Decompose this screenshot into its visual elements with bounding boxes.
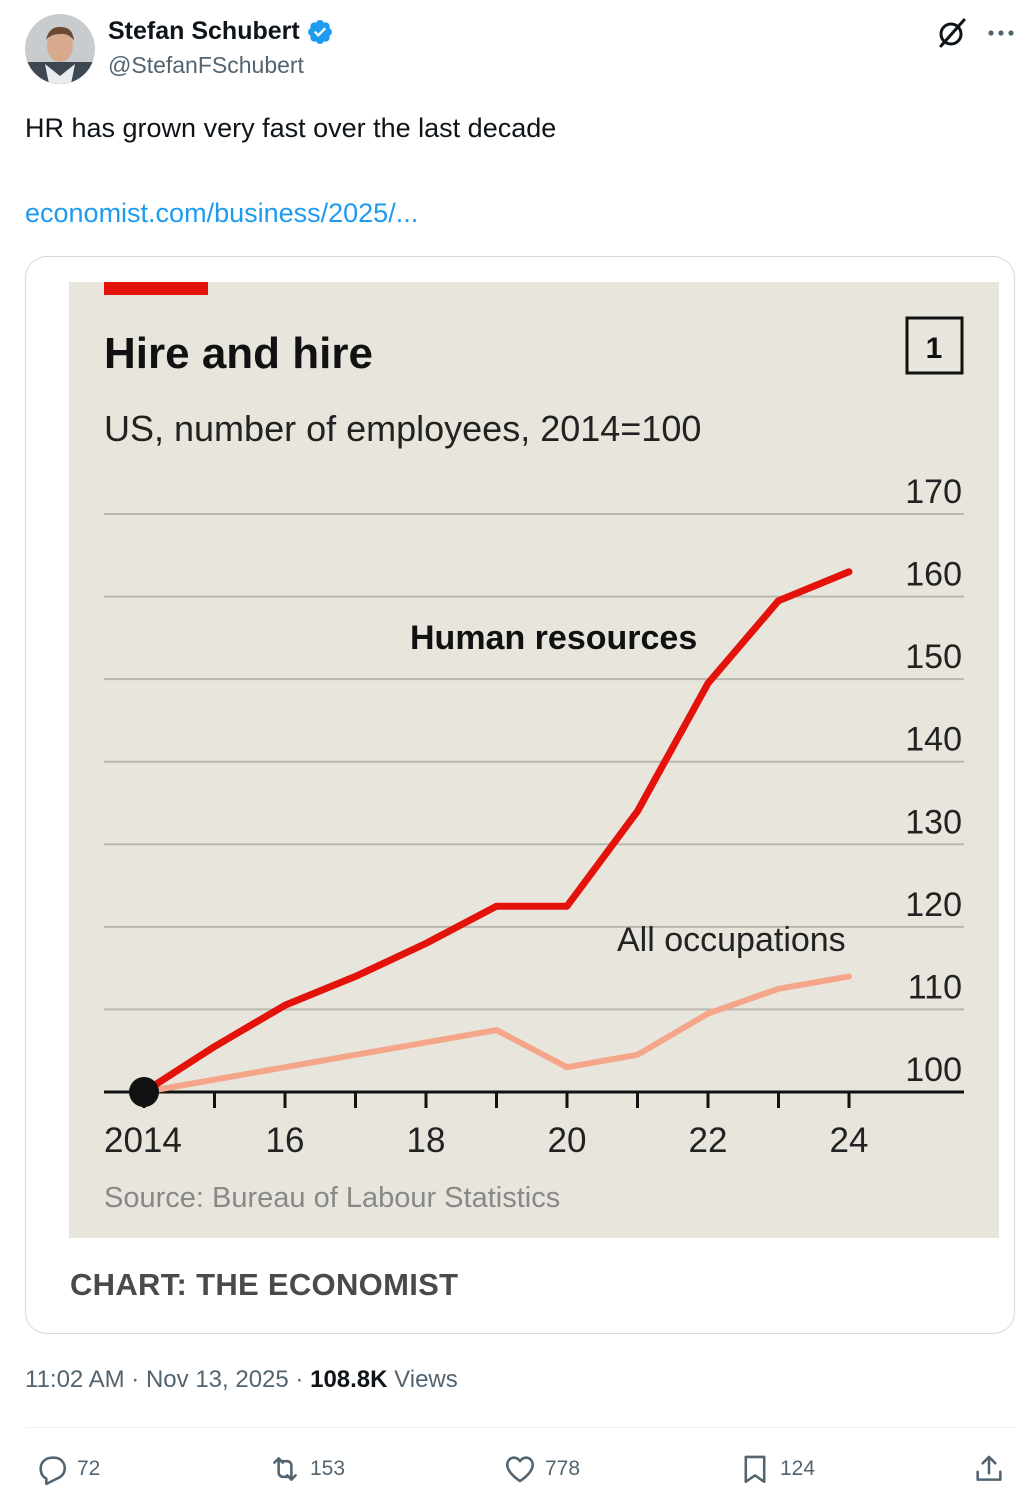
- y-tick-label: 110: [908, 968, 962, 1006]
- y-tick-label: 100: [905, 1051, 962, 1089]
- x-tick-label: 16: [266, 1121, 305, 1160]
- x-tick-label: 20: [548, 1121, 587, 1160]
- divider: [25, 1427, 1016, 1428]
- series-line-human-resources: [140, 568, 853, 1096]
- tweet-meta: 11:02 AM · Nov 13, 2025 · 108.8K Views: [25, 1366, 458, 1394]
- reply-count: 72: [77, 1457, 101, 1480]
- heart-icon: [505, 1456, 535, 1483]
- avatar[interactable]: [25, 14, 95, 84]
- x-tick-label: 22: [689, 1121, 728, 1160]
- reply-icon: [39, 1456, 67, 1486]
- y-tick-label: 170: [905, 473, 962, 511]
- series-label-human-resources: Human resources: [410, 619, 697, 657]
- chart-subtitle: US, number of employees, 2014=100: [104, 408, 701, 449]
- chart-title: Hire and hire: [104, 329, 373, 378]
- repost-count: 153: [310, 1457, 346, 1480]
- card-credit: CHART: THE ECONOMIST: [70, 1267, 459, 1302]
- series-label-all-occupations: All occupations: [617, 921, 846, 959]
- handle[interactable]: @StefanFSchubert: [108, 52, 304, 78]
- views-label: Views: [394, 1366, 458, 1393]
- more-options-icon[interactable]: [986, 18, 1016, 48]
- like-count: 778: [545, 1457, 581, 1480]
- series-line-all-occupations: [141, 973, 852, 1095]
- y-tick-label: 160: [905, 556, 962, 594]
- x-tick-label: 24: [830, 1121, 869, 1160]
- meta-separator: ·: [295, 1366, 311, 1393]
- chart: Hire and hire US, number of employees, 2…: [69, 282, 999, 1238]
- chart-number: 1: [926, 332, 943, 365]
- share-icon[interactable]: [972, 1452, 1006, 1486]
- y-tick-label: 130: [905, 803, 962, 841]
- y-tick-label: 140: [905, 721, 962, 759]
- repost-button[interactable]: 153: [268, 1452, 345, 1486]
- meta-separator: ·: [131, 1366, 146, 1393]
- x-tick-label: 18: [407, 1121, 446, 1160]
- tweet-link[interactable]: economist.com/business/2025/...: [25, 198, 419, 228]
- display-name[interactable]: Stefan Schubert: [108, 17, 300, 45]
- y-tick-label: 120: [905, 886, 962, 924]
- repost-icon: [273, 1457, 297, 1481]
- y-tick-label: 150: [905, 638, 962, 676]
- verified-badge-icon: [307, 19, 332, 44]
- bookmark-count: 124: [780, 1457, 816, 1480]
- author-block: Stefan Schubert @StefanFSchubert: [108, 17, 334, 79]
- views-count: 108.8K: [310, 1366, 388, 1393]
- chart-number-box: [905, 316, 964, 375]
- chart-source: Source: Bureau of Labour Statistics: [104, 1182, 560, 1214]
- reply-button[interactable]: 72: [35, 1452, 100, 1486]
- bookmark-button[interactable]: 124: [738, 1452, 815, 1486]
- x-tick-label: 2014: [104, 1121, 182, 1160]
- link-card[interactable]: Hire and hire US, number of employees, 2…: [25, 256, 1015, 1334]
- tweet-date[interactable]: Nov 13, 2025: [145, 1366, 289, 1393]
- like-button[interactable]: 778: [503, 1452, 580, 1486]
- grok-icon[interactable]: [936, 17, 968, 49]
- baseline-dot: [129, 1077, 159, 1107]
- tweet-time[interactable]: 11:02 AM: [25, 1366, 125, 1393]
- chart-accent-bar: [104, 282, 208, 295]
- tweet-text: HR has grown very fast over the last dec…: [25, 113, 557, 143]
- bookmark-icon: [744, 1455, 766, 1484]
